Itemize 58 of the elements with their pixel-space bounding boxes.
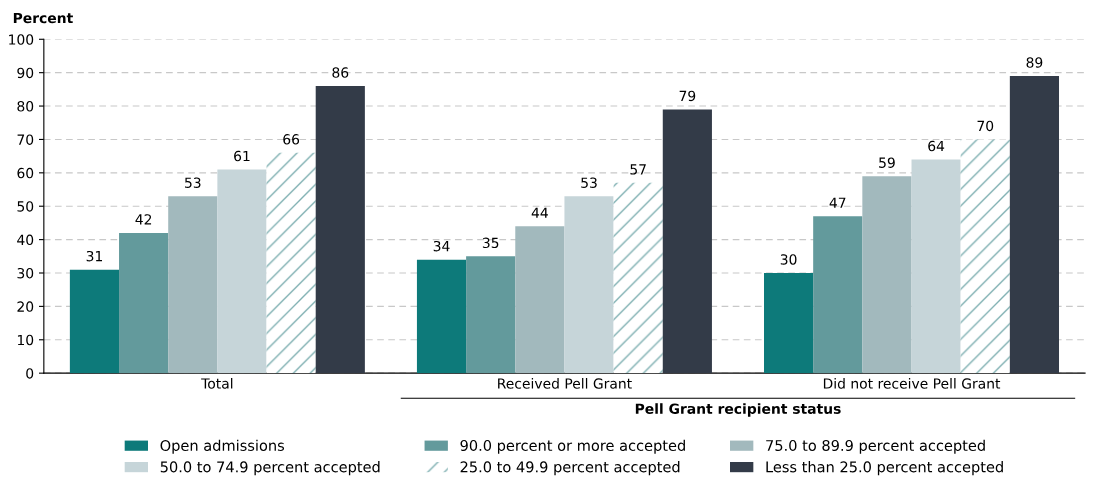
bar — [862, 176, 912, 374]
legend-label: 90.0 percent or more accepted — [460, 439, 685, 454]
bar — [168, 196, 218, 374]
data-label: 31 — [86, 250, 103, 262]
bar — [764, 273, 814, 374]
bar — [515, 226, 565, 374]
y-tick-label: 10 — [17, 334, 34, 346]
bar — [416, 259, 467, 374]
bar — [315, 86, 365, 374]
y-tick-label: 100 — [9, 34, 34, 45]
y-tick-label: 90 — [17, 67, 34, 79]
data-label: 79 — [679, 90, 696, 102]
data-label: 44 — [531, 207, 548, 218]
x-tick-label: Total — [201, 378, 233, 389]
data-label: 47 — [829, 197, 846, 208]
bar — [217, 169, 267, 374]
y-tick-label: 50 — [17, 201, 34, 212]
x-tick-label: Received Pell Grant — [498, 378, 632, 389]
legend-label: 25.0 to 49.9 percent accepted — [460, 461, 680, 476]
data-label: 34 — [433, 240, 450, 252]
legend-label: Open admissions — [160, 439, 285, 454]
bar — [69, 269, 120, 374]
bar — [960, 139, 1010, 374]
y-tick-label: 20 — [17, 301, 34, 312]
bar — [813, 216, 863, 374]
legend-label: 50.0 to 74.9 percent accepted — [160, 461, 380, 476]
y-tick-label: 80 — [17, 101, 34, 112]
bar — [119, 232, 169, 374]
bar — [911, 159, 961, 374]
y-tick-label: 40 — [17, 234, 34, 246]
data-label: 42 — [135, 214, 152, 225]
y-tick-label: 60 — [17, 167, 34, 179]
data-label: 30 — [780, 254, 797, 265]
data-label: 35 — [482, 237, 499, 249]
bar — [564, 196, 614, 374]
data-label: 53 — [581, 177, 597, 188]
y-axis-title: Percent — [13, 12, 73, 24]
bar — [466, 256, 516, 374]
data-label: 89 — [1026, 57, 1043, 68]
data-label: 86 — [332, 67, 349, 78]
y-tick-label: 70 — [17, 134, 34, 145]
bar — [613, 182, 663, 374]
legend-label: Less than 25.0 percent accepted — [766, 461, 1003, 476]
legend-label: 75.0 to 89.9 percent accepted — [766, 439, 985, 454]
bar — [662, 109, 712, 374]
bar — [1009, 76, 1060, 374]
x-tick-label: Did not receive Pell Grant — [823, 378, 1001, 389]
data-label: 64 — [928, 140, 945, 152]
bar — [266, 152, 316, 374]
x-axis-title: Pell Grant recipient status — [635, 403, 841, 417]
data-label: 57 — [630, 164, 646, 175]
y-tick-label: 30 — [17, 267, 34, 279]
data-label: 59 — [879, 157, 895, 168]
data-label: 66 — [283, 134, 300, 145]
data-label: 70 — [977, 120, 994, 132]
y-tick-label: 0 — [26, 368, 34, 379]
data-label: 53 — [185, 177, 201, 188]
data-label: 61 — [234, 150, 250, 162]
